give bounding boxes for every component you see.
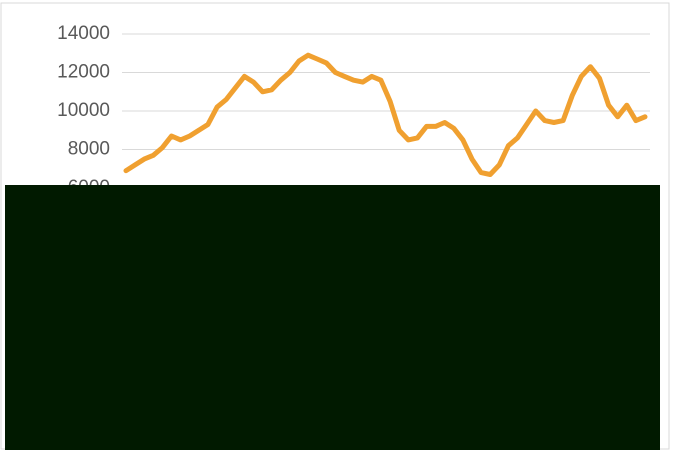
y-tick-label: 8000 <box>68 139 110 160</box>
y-tick-label: 12000 <box>57 62 110 83</box>
data-line <box>123 52 648 177</box>
y-tick-label: 10000 <box>57 100 110 121</box>
y-tick-label: 14000 <box>57 23 110 44</box>
redaction <box>5 185 660 450</box>
